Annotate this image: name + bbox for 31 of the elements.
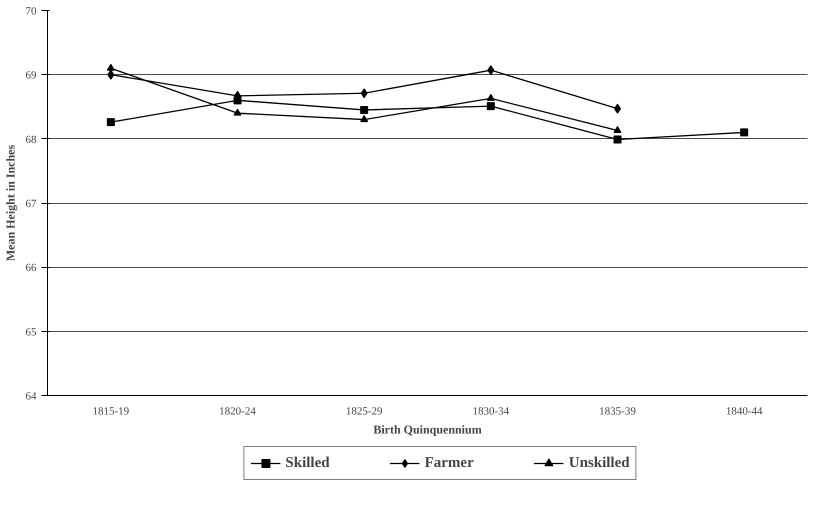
point [614, 135, 622, 144]
legend-label: Farmer [424, 454, 474, 472]
point [107, 70, 114, 80]
x-tick-label: 1820-24 [219, 406, 256, 418]
y-tick-label: 67 [26, 198, 37, 210]
point [360, 106, 368, 114]
x-tick-label: 1835-39 [599, 406, 636, 418]
point [106, 118, 115, 126]
point [486, 102, 495, 110]
y-axis-title: Mean Height in Inches [4, 144, 18, 262]
legend-label: Unskilled [568, 454, 630, 472]
point [360, 115, 368, 122]
y-tick-label: 65 [26, 326, 37, 338]
x-tick-label: 1825-29 [346, 406, 383, 418]
legend-label: Skilled [285, 454, 330, 472]
x-tick-label: 1830-34 [472, 406, 510, 418]
point [106, 64, 115, 71]
y-tick-label: 66 [26, 262, 37, 274]
point [740, 128, 748, 136]
y-tick-label: 68 [26, 134, 37, 146]
point [487, 65, 494, 76]
point [614, 126, 622, 134]
point [486, 94, 495, 101]
point [360, 88, 368, 98]
y-tick-label: 70 [26, 6, 37, 18]
x-tick-label: 1840-44 [726, 406, 763, 418]
y-tick-label: 69 [26, 70, 37, 82]
x-axis-title: Birth Quinquennium [373, 422, 482, 436]
x-tick-label: 1815-19 [92, 406, 130, 418]
point [234, 108, 242, 116]
y-tick-label: 64 [26, 390, 37, 402]
